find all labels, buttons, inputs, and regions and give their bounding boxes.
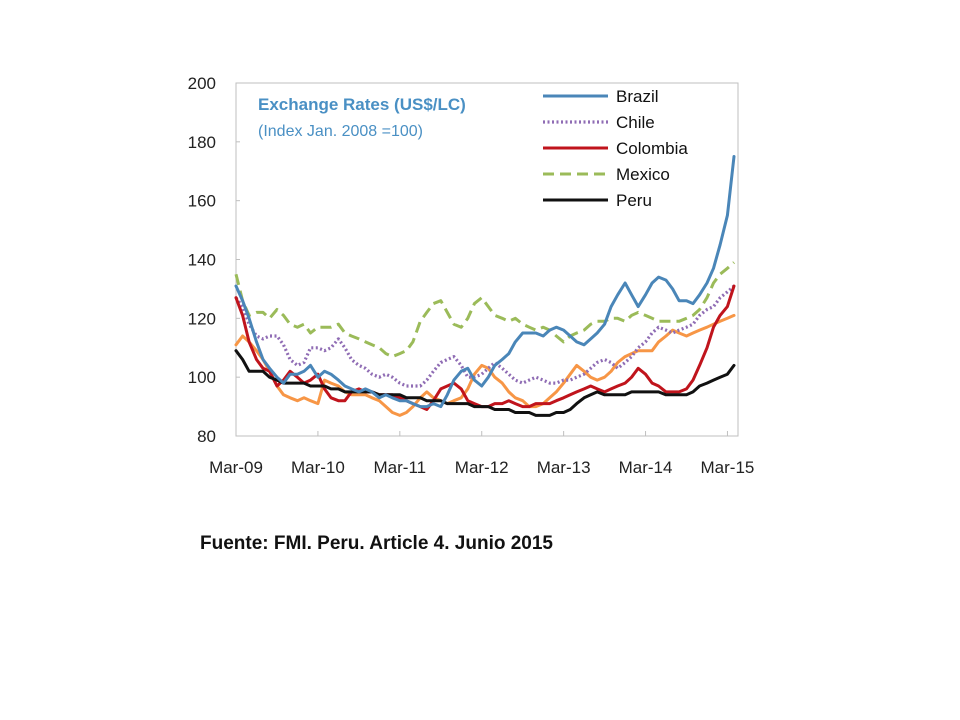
- chart-subtitle: (Index Jan. 2008 =100): [258, 123, 423, 140]
- y-tick-label: 120: [188, 309, 216, 328]
- y-tick-label: 100: [188, 368, 216, 387]
- series-line-unlabeled: [234, 313, 736, 417]
- y-tick-label: 140: [188, 251, 216, 270]
- chart-legend: Brazil Chile Colombia Mexico Peru: [543, 87, 688, 210]
- legend-label-peru: Peru: [616, 191, 652, 210]
- x-axis: Mar-09 Mar-10 Mar-11 Mar-12 Mar-13 Mar-14 Mar-…: [209, 431, 754, 477]
- legend-label-brazil: Brazil: [616, 87, 659, 106]
- series-line-chile: [234, 284, 736, 388]
- x-tick-label: Mar-14: [619, 458, 673, 477]
- legend-label-colombia: Colombia: [616, 139, 688, 158]
- series-line-peru: [234, 349, 736, 417]
- x-tick-label: Mar-10: [291, 458, 345, 477]
- source-note: Fuente: FMI. Peru. Article 4. Junio 2015: [200, 533, 553, 554]
- x-tick-label: Mar-11: [374, 458, 427, 477]
- series-lines: [234, 155, 736, 417]
- x-tick-label: Mar-12: [455, 458, 509, 477]
- x-tick-label: Mar-15: [701, 458, 755, 477]
- legend-label-chile: Chile: [616, 113, 655, 132]
- y-axis: 80 100 120 140 160 180 200: [188, 74, 240, 446]
- y-tick-label: 200: [188, 74, 216, 93]
- chart-title: Exchange Rates (US$/LC): [258, 95, 466, 114]
- y-tick-label: 80: [197, 427, 216, 446]
- series-line-mexico: [234, 261, 735, 359]
- legend-label-mexico: Mexico: [616, 165, 670, 184]
- x-tick-label: Mar-13: [537, 458, 591, 477]
- y-tick-label: 180: [188, 133, 216, 152]
- y-tick-label: 160: [188, 192, 216, 211]
- series-line-brazil: [234, 155, 736, 409]
- x-tick-label: Mar-09: [209, 458, 263, 477]
